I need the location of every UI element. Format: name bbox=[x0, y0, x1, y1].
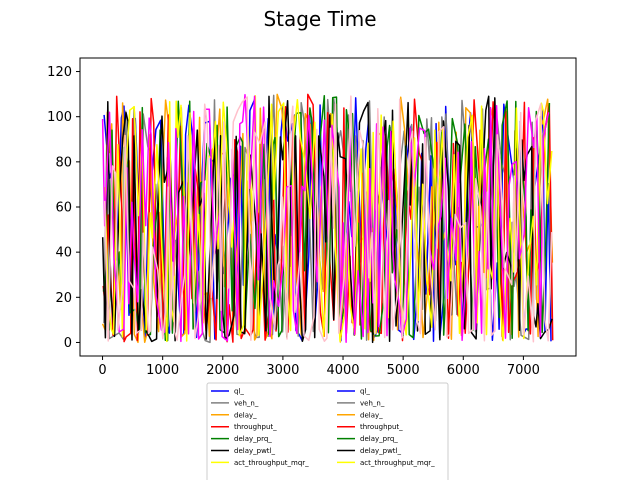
x-tick-label: 0 bbox=[98, 363, 106, 378]
x-tick-label: 5000 bbox=[387, 363, 420, 378]
legend-label: act_throughput_mqr_ bbox=[360, 459, 435, 467]
legend: ql_ ql_ veh_n_ veh_n_ delay_ delay_ throughput… bbox=[206, 382, 449, 485]
chart-title: Stage Time bbox=[263, 7, 376, 31]
series-line bbox=[103, 95, 553, 343]
legend-label: ql_ bbox=[360, 388, 370, 396]
x-tick-label: 1000 bbox=[146, 363, 179, 378]
legend-label: throughput_ bbox=[360, 423, 403, 431]
legend-label: delay_ bbox=[360, 411, 383, 419]
x-tick-label: 7000 bbox=[507, 363, 540, 378]
legend-label: act_throughput_mqr_ bbox=[234, 459, 309, 467]
x-tick-label: 3000 bbox=[266, 363, 299, 378]
y-tick-label: 120 bbox=[47, 65, 72, 80]
legend-label: delay_pwtl_ bbox=[360, 447, 401, 455]
y-tick-label: 40 bbox=[55, 246, 72, 261]
y-tick-label: 100 bbox=[47, 110, 72, 125]
y-tick-label: 80 bbox=[55, 155, 72, 170]
x-tick-label: 2000 bbox=[206, 363, 239, 378]
legend-box bbox=[206, 382, 449, 485]
legend-label: veh_n_ bbox=[234, 399, 259, 407]
x-tick-label: 6000 bbox=[447, 363, 480, 378]
axes-layer: 0 1000 2000 3000 4000 5000 6000 7000 0 20 40 60 80 10… bbox=[47, 65, 540, 378]
legend-label: veh_n_ bbox=[360, 399, 385, 407]
y-tick-label: 20 bbox=[55, 291, 72, 306]
legend-label: delay_prq_ bbox=[360, 435, 398, 443]
legend-label: delay_prq_ bbox=[234, 435, 272, 443]
legend-label: throughput_ bbox=[234, 423, 277, 431]
legend-label: ql_ bbox=[234, 388, 244, 396]
legend-label: delay_ bbox=[234, 411, 257, 419]
y-tick-label: 0 bbox=[64, 336, 72, 351]
x-tick-label: 4000 bbox=[326, 363, 359, 378]
series-layer bbox=[101, 93, 554, 344]
y-tick-label: 60 bbox=[55, 201, 72, 216]
legend-label: delay_pwtl_ bbox=[234, 447, 275, 455]
